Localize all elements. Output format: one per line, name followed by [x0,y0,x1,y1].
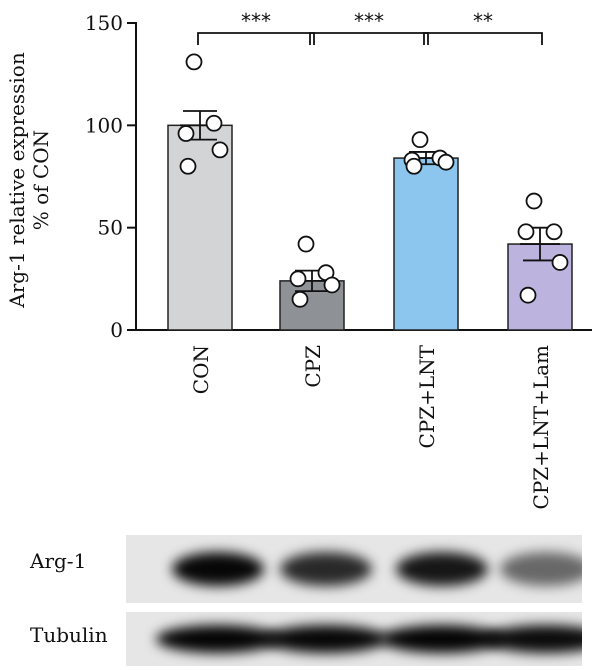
blot-band-Tubulin-lane-4 [484,625,582,653]
x-tick-label-CON: CON [189,345,213,394]
data-point-CPZ+LNT+Lam-5 [519,286,537,304]
y-tick-label-0: 0 [110,318,123,342]
blot-band-Tubulin-lane-3 [380,625,504,653]
y-axis-label-line-1: Arg-1 relative expression [5,52,29,309]
blot-strip-arg1 [126,535,582,603]
y-tick-label-50: 50 [98,216,123,240]
significance-bracket-3 [423,32,543,45]
significance-label-2: *** [354,9,384,33]
data-point-CON-3 [177,125,195,142]
x-tick-label-CPZ+LNT: CPZ+LNT [415,344,439,448]
blot-band-Arg-1-lane-3 [396,552,488,586]
blot-band-Tubulin-lane-1 [156,625,280,653]
data-point-CPZ-4 [323,276,341,294]
x-tick-label-CPZ: CPZ [301,345,325,388]
significance-label-3: ** [473,9,493,33]
blot-band-Arg-1-lane-1 [172,552,264,586]
data-point-CPZ-1 [297,235,315,253]
data-point-CPZ+LNT+Lam-3 [517,223,535,241]
y-tick-label-100: 100 [85,113,123,137]
significance-bracket-1 [197,32,315,45]
data-point-CPZ+LNT+Lam-4 [551,254,569,271]
y-tick-label-150: 150 [85,11,123,35]
blot-band-Arg-1-lane-4 [500,552,582,586]
data-point-CPZ-5 [291,290,309,308]
blot-band-Tubulin-lane-2 [264,625,388,653]
significance-bracket-2 [309,32,429,45]
x-tick-label-CPZ+LNT+Lam: CPZ+LNT+Lam [529,345,553,509]
data-point-CON-4 [211,141,229,159]
data-point-CPZ+LNT+Lam-1 [525,192,543,210]
blot-label-arg1: Arg-1 [30,549,87,573]
blot-label-tubulin: Tubulin [30,623,108,647]
data-point-CPZ+LNT+Lam-2 [545,223,563,241]
blot-strip-tubulin [126,612,582,666]
data-point-CPZ+LNT-4 [437,153,455,171]
data-point-CPZ-3 [289,270,307,288]
blot-band-Arg-1-lane-2 [280,552,372,586]
data-point-CON-2 [205,114,223,132]
y-axis-label-line-2: % of CON [29,130,53,230]
data-point-CON-1 [185,53,203,71]
data-point-CPZ+LNT-1 [411,131,429,149]
bar-CPZ+LNT [393,157,459,331]
data-point-CPZ+LNT-5 [405,157,423,175]
significance-label-1: *** [241,9,271,33]
data-point-CON-5 [179,157,197,175]
bar-CON [167,124,233,331]
